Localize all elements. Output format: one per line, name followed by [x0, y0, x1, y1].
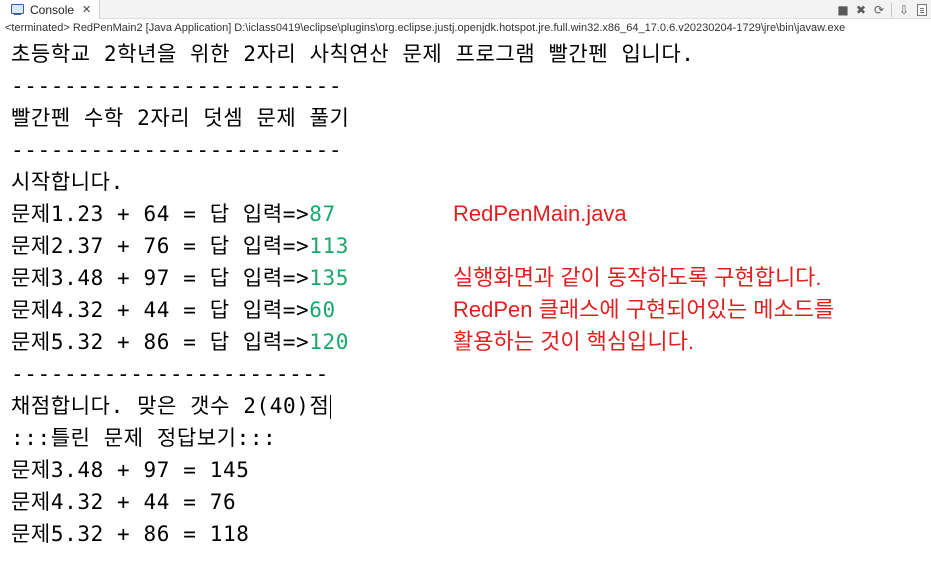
problem-line: 문제3.48 + 97 = 답 입력=>135 — [11, 264, 349, 292]
user-answer: 120 — [309, 330, 349, 354]
launch-status-line: <terminated> RedPenMain2 [Java Applicati… — [5, 22, 846, 34]
wrong-answers-header: :::틀린 문제 정답보기::: — [11, 426, 277, 450]
console-icon — [11, 4, 24, 15]
problem-line: 문제2.37 + 76 = 답 입력=>113 — [11, 232, 349, 260]
text-caret — [330, 395, 332, 419]
console-output[interactable]: 초등학교 2학년을 위한 2자리 사칙연산 문제 프로그램 빨간펜 입니다. -… — [0, 36, 931, 581]
problem-line: 문제4.32 + 44 = 답 입력=>60 — [11, 296, 336, 324]
word-wrap-icon[interactable] — [913, 1, 931, 19]
wrong-answer-line: 문제3.48 + 97 = 145 — [11, 458, 250, 482]
console-divider: ------------------------- — [11, 138, 343, 162]
close-icon[interactable]: ✕ — [82, 3, 92, 16]
score-line: 채점합니다. 맞은 갯수 2(40)점 — [11, 392, 332, 420]
console-start-line: 시작합니다. — [11, 170, 124, 194]
console-tab-bar: Console ✕ ■ ✖ ⟳ ⇩ — [0, 0, 931, 19]
user-answer: 113 — [309, 234, 349, 258]
annotation-line: 실행화면과 같이 동작하도록 구현합니다. — [453, 265, 822, 290]
annotation-filename: RedPenMain.java — [453, 201, 627, 226]
clear-console-icon[interactable]: ⟳ — [873, 2, 885, 17]
problem-prompt: 문제2.37 + 76 = 답 입력=> — [11, 234, 310, 258]
console-tab[interactable]: Console ✕ — [0, 0, 100, 19]
user-answer: 87 — [309, 202, 336, 226]
console-subtitle-line: 빨간펜 수학 2자리 덧셈 문제 풀기 — [11, 106, 350, 130]
scroll-lock-icon[interactable]: ⇩ — [898, 2, 910, 17]
remove-launch-icon[interactable]: ■ — [837, 2, 849, 17]
problem-prompt: 문제3.48 + 97 = 답 입력=> — [11, 266, 310, 290]
problem-prompt: 문제4.32 + 44 = 답 입력=> — [11, 298, 310, 322]
console-title-line: 초등학교 2학년을 위한 2자리 사칙연산 문제 프로그램 빨간펜 입니다. — [11, 42, 695, 66]
problem-line: 문제1.23 + 64 = 답 입력=>87 — [11, 200, 336, 228]
score-text: 채점합니다. 맞은 갯수 2(40)점 — [11, 394, 330, 418]
console-tab-label: Console — [30, 2, 75, 17]
annotation-line: 활용하는 것이 핵심입니다. — [453, 329, 694, 354]
remove-all-terminated-icon[interactable]: ✖ — [855, 2, 867, 17]
console-divider: ------------------------ — [11, 362, 329, 386]
problem-line: 문제5.32 + 86 = 답 입력=>120 — [11, 328, 349, 356]
annotation-line: RedPen 클래스에 구현되어있는 메소드를 — [453, 297, 835, 322]
problem-prompt: 문제1.23 + 64 = 답 입력=> — [11, 202, 310, 226]
console-divider: ------------------------- — [11, 74, 343, 98]
wrong-answer-line: 문제5.32 + 86 = 118 — [11, 522, 250, 546]
problem-prompt: 문제5.32 + 86 = 답 입력=> — [11, 330, 310, 354]
toolbar-separator — [891, 2, 892, 17]
user-answer: 135 — [309, 266, 349, 290]
user-answer: 60 — [309, 298, 336, 322]
console-toolbar: ■ ✖ ⟳ ⇩ — [834, 0, 931, 19]
wrong-answer-line: 문제4.32 + 44 = 76 — [11, 490, 237, 514]
